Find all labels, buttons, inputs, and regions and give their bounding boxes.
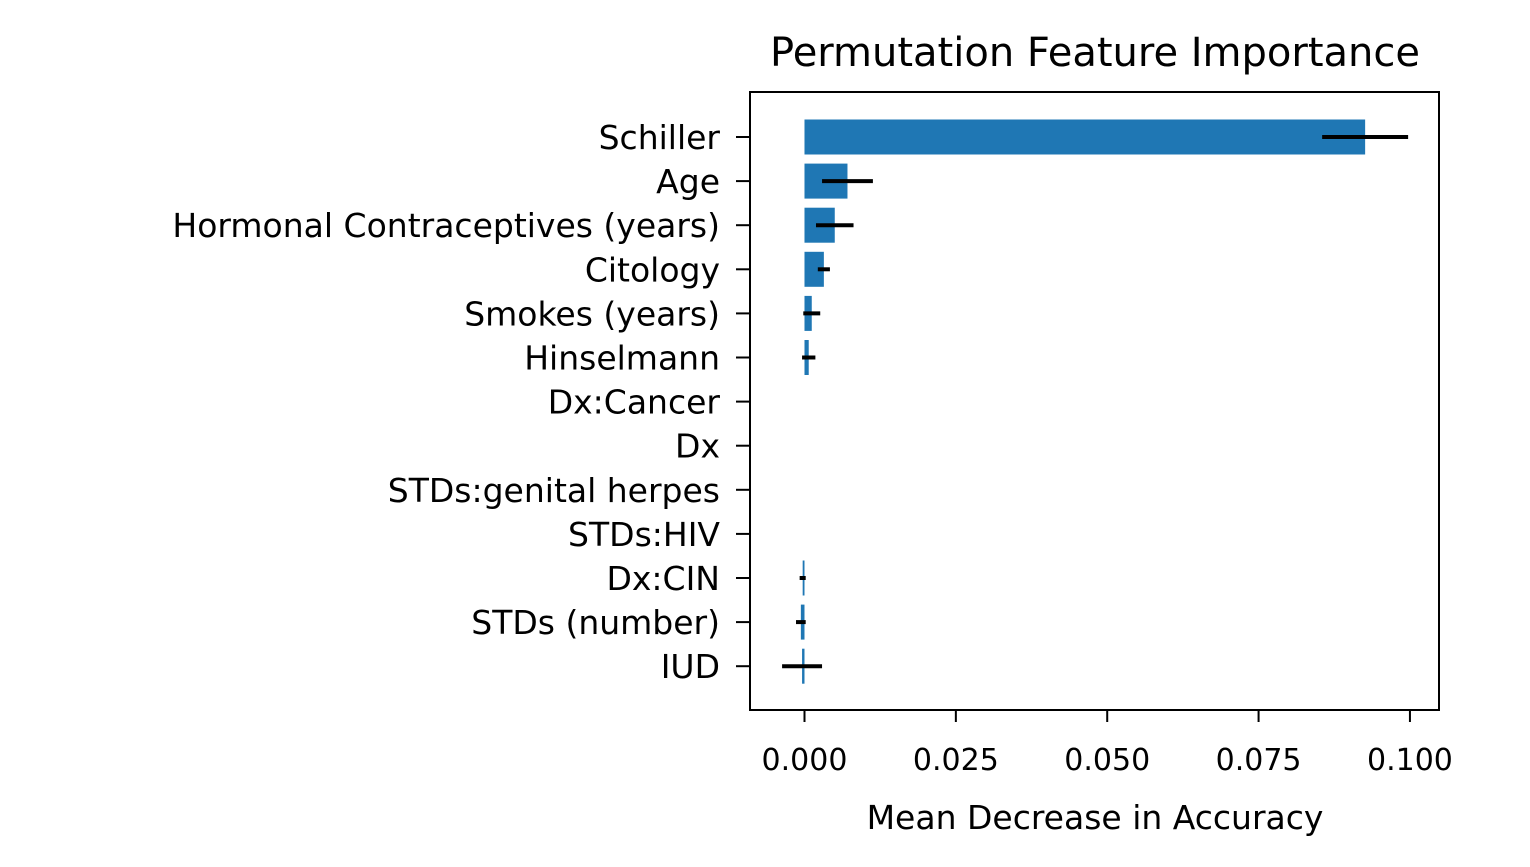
y-tick-label: STDs (number) [471,603,720,642]
x-tick-label: 0.000 [762,743,848,778]
x-tick-label: 0.100 [1367,743,1453,778]
chart-title: Permutation Feature Importance [770,30,1420,76]
y-tick-label: Hormonal Contraceptives (years) [172,206,720,245]
y-tick-label: IUD [661,647,720,686]
plot-frame [749,91,1440,711]
bars-group [800,119,1366,684]
y-axis: Schiller Age Hormonal Contraceptives (year… [172,118,750,686]
y-tick-label: Schiller [599,118,721,157]
x-tick-label: 0.025 [913,743,999,778]
bar [804,251,824,287]
x-tick-label: 0.075 [1216,743,1302,778]
y-tick-label: Dx [675,427,720,466]
y-tick-label: Hinselmann [524,339,720,378]
y-tick-label: STDs:HIV [568,515,720,554]
y-tick-label: Dx:CIN [606,559,720,598]
bar [804,119,1366,155]
x-axis-label: Mean Decrease in Accuracy [867,798,1324,837]
y-tick-label: Smokes (years) [464,294,720,333]
y-tick-label: Age [656,162,720,201]
x-axis: 0.000 0.025 0.050 0.075 0.100 [762,710,1453,778]
x-tick-label: 0.050 [1064,743,1150,778]
y-tick-label: STDs:genital herpes [388,471,720,510]
error-bars-group [782,135,1409,669]
y-tick-label: Citology [585,250,720,289]
y-tick-label: Dx:Cancer [548,383,721,422]
